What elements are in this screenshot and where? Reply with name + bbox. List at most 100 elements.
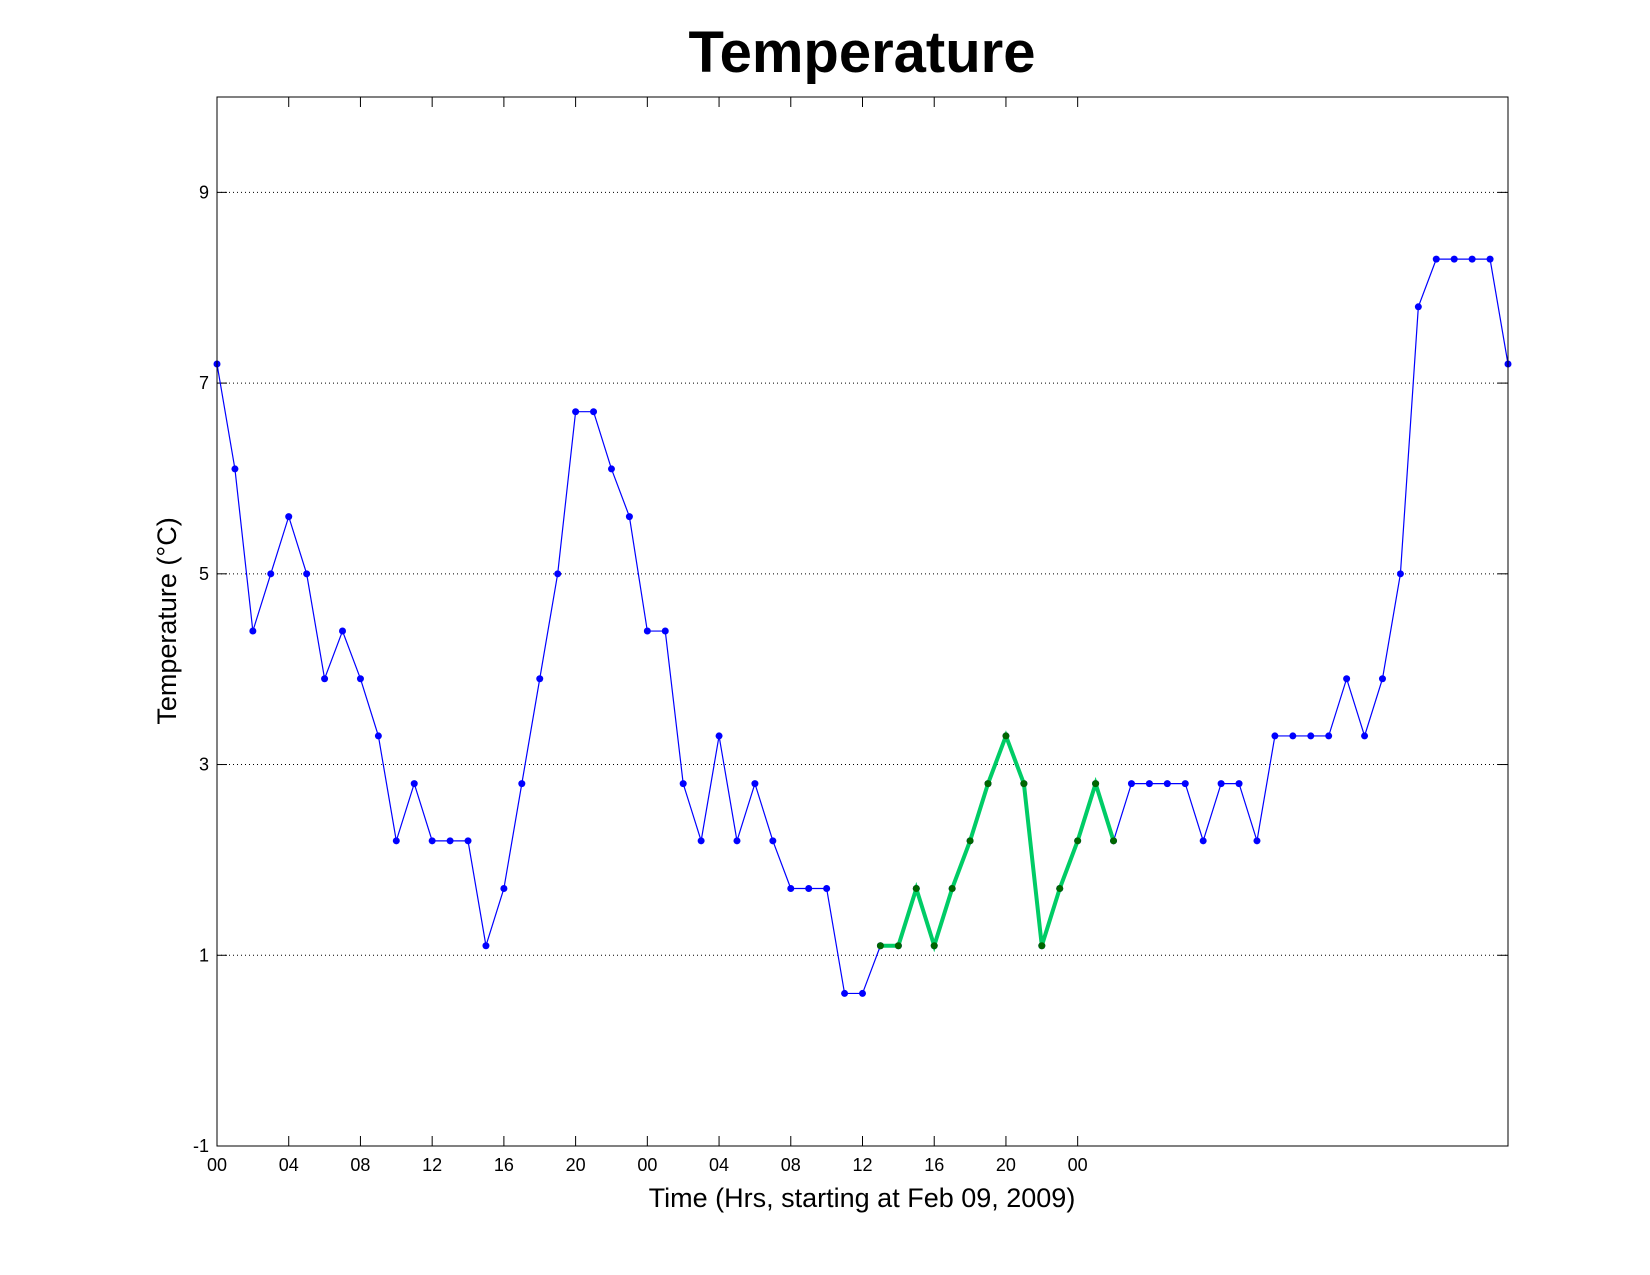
data-point xyxy=(554,570,562,578)
data-point xyxy=(536,675,544,683)
x-tick-label: 04 xyxy=(279,1155,299,1175)
plot-area-frame xyxy=(216,96,1509,1147)
data-point xyxy=(607,465,615,473)
data-point xyxy=(984,780,992,788)
data-point xyxy=(482,942,490,950)
data-point xyxy=(1289,732,1297,740)
data-point xyxy=(374,732,382,740)
x-tick-label: 16 xyxy=(924,1155,944,1175)
x-tick-label: 20 xyxy=(996,1155,1016,1175)
data-point xyxy=(805,885,813,893)
data-point xyxy=(733,837,741,845)
data-point xyxy=(1145,780,1153,788)
y-tick-label: 9 xyxy=(199,182,209,202)
data-point xyxy=(876,942,884,950)
data-point xyxy=(572,408,580,416)
data-point xyxy=(339,627,347,635)
data-point xyxy=(1181,780,1189,788)
data-point xyxy=(1396,570,1404,578)
data-point xyxy=(1343,675,1351,683)
data-point xyxy=(446,837,454,845)
data-point xyxy=(823,885,831,893)
data-point xyxy=(1450,255,1458,263)
data-point xyxy=(930,942,938,950)
data-point xyxy=(1038,942,1046,950)
data-point xyxy=(787,885,795,893)
data-point xyxy=(894,942,902,950)
data-point xyxy=(392,837,400,845)
x-tick-label: 00 xyxy=(637,1155,657,1175)
data-point xyxy=(1361,732,1369,740)
data-point xyxy=(1325,732,1333,740)
data-point xyxy=(410,780,418,788)
data-point xyxy=(1432,255,1440,263)
data-point xyxy=(1110,837,1118,845)
data-point xyxy=(912,885,920,893)
data-series xyxy=(213,255,1512,997)
chart-title: Temperature xyxy=(688,20,1035,85)
y-tick-label: 1 xyxy=(199,945,209,965)
data-point xyxy=(1235,780,1243,788)
data-point xyxy=(697,837,705,845)
data-point xyxy=(249,627,257,635)
y-tick-label: 7 xyxy=(199,373,209,393)
data-point xyxy=(231,465,239,473)
data-point xyxy=(321,675,329,683)
data-point xyxy=(464,837,472,845)
data-point xyxy=(715,732,723,740)
x-tick-label: 12 xyxy=(422,1155,442,1175)
gridlines xyxy=(217,191,1508,956)
y-tick-label: 5 xyxy=(199,564,209,584)
x-tick-label: 20 xyxy=(566,1155,586,1175)
data-point xyxy=(1307,732,1315,740)
data-point xyxy=(1127,780,1135,788)
y-tick-label: -1 xyxy=(193,1136,209,1156)
x-axis-label: Time (Hrs, starting at Feb 09, 2009) xyxy=(649,1183,1076,1213)
x-tick-label: 08 xyxy=(350,1155,370,1175)
data-point xyxy=(1217,780,1225,788)
data-point xyxy=(841,989,849,997)
data-point xyxy=(1020,780,1028,788)
data-point xyxy=(1253,837,1261,845)
data-point xyxy=(303,570,311,578)
data-point xyxy=(625,513,633,521)
data-point xyxy=(285,513,293,521)
x-tick-label: 04 xyxy=(709,1155,729,1175)
data-point xyxy=(1271,732,1279,740)
data-point xyxy=(859,989,866,997)
data-point xyxy=(661,627,669,635)
data-point xyxy=(1002,732,1010,740)
data-point xyxy=(1056,885,1064,893)
x-tick-label: 00 xyxy=(1068,1155,1088,1175)
data-point xyxy=(428,837,436,845)
data-point xyxy=(679,780,687,788)
series-line-0 xyxy=(216,258,1509,995)
x-tick-label: 00 xyxy=(207,1155,227,1175)
axis-ticks: -1 1 3 5 7 9 00 04 08 12 16 20 00 04 08 12 16 20 00 xyxy=(193,97,1508,1175)
data-point xyxy=(769,837,777,845)
data-point xyxy=(590,408,598,416)
data-point xyxy=(518,780,526,788)
data-point xyxy=(500,885,508,893)
y-tick-label: 3 xyxy=(199,755,209,775)
data-point xyxy=(751,780,759,788)
data-point xyxy=(1163,780,1171,788)
data-point xyxy=(1468,255,1476,263)
x-tick-label: 08 xyxy=(781,1155,801,1175)
data-point xyxy=(1199,837,1207,845)
data-point xyxy=(1414,303,1422,311)
data-point xyxy=(1074,837,1082,845)
data-point xyxy=(356,675,364,683)
data-point xyxy=(267,570,275,578)
data-point xyxy=(1378,675,1386,683)
data-point xyxy=(966,837,974,845)
series-line-1 xyxy=(880,730,1116,953)
x-tick-label: 16 xyxy=(494,1155,514,1175)
data-point xyxy=(1092,780,1100,788)
x-tick-label: 12 xyxy=(852,1155,872,1175)
data-point xyxy=(948,885,956,893)
data-point xyxy=(1486,255,1494,263)
data-point xyxy=(643,627,651,635)
y-axis-label: Temperature (°C) xyxy=(152,517,182,724)
